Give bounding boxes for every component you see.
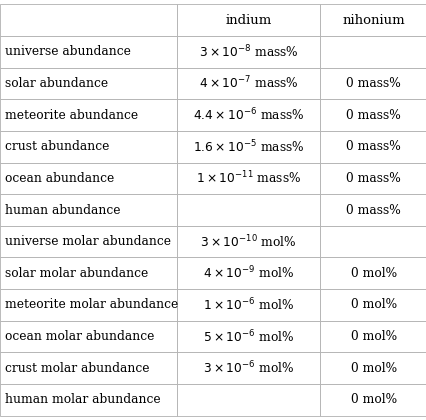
Text: $3\times10^{-10}$ mol%: $3\times10^{-10}$ mol% (200, 234, 296, 250)
Bar (177, 226, 320, 257)
Text: $4\times10^{-7}$ mass%: $4\times10^{-7}$ mass% (199, 75, 298, 92)
Text: 0 mass%: 0 mass% (345, 204, 400, 216)
Text: human molar abundance: human molar abundance (5, 394, 160, 407)
Bar (177, 131, 320, 163)
Text: $1\times10^{-11}$ mass%: $1\times10^{-11}$ mass% (196, 170, 301, 186)
Bar (320, 4, 426, 36)
Text: 0 mol%: 0 mol% (350, 299, 396, 312)
Bar (177, 384, 320, 416)
Bar (0, 163, 177, 194)
Bar (320, 194, 426, 226)
Text: 0 mass%: 0 mass% (345, 172, 400, 185)
Text: crust abundance: crust abundance (5, 140, 109, 153)
Text: $5\times10^{-6}$ mol%: $5\times10^{-6}$ mol% (203, 328, 294, 345)
Bar (177, 163, 320, 194)
Bar (320, 226, 426, 257)
Text: meteorite molar abundance: meteorite molar abundance (5, 299, 178, 312)
Bar (0, 321, 177, 352)
Bar (0, 352, 177, 384)
Bar (320, 99, 426, 131)
Bar (177, 289, 320, 321)
Bar (320, 321, 426, 352)
Text: meteorite abundance: meteorite abundance (5, 108, 138, 121)
Bar (0, 257, 177, 289)
Text: solar abundance: solar abundance (5, 77, 108, 90)
Bar (177, 99, 320, 131)
Bar (177, 4, 320, 36)
Text: $3\times10^{-8}$ mass%: $3\times10^{-8}$ mass% (199, 43, 298, 60)
Text: $1\times10^{-6}$ mol%: $1\times10^{-6}$ mol% (203, 297, 294, 313)
Bar (0, 131, 177, 163)
Text: universe abundance: universe abundance (5, 45, 131, 58)
Bar (177, 352, 320, 384)
Text: nihonium: nihonium (342, 13, 404, 26)
Bar (0, 99, 177, 131)
Text: indium: indium (225, 13, 271, 26)
Bar (320, 36, 426, 68)
Bar (320, 289, 426, 321)
Text: crust molar abundance: crust molar abundance (5, 362, 149, 375)
Bar (0, 194, 177, 226)
Bar (320, 163, 426, 194)
Bar (177, 194, 320, 226)
Bar (177, 36, 320, 68)
Text: $1.6\times10^{-5}$ mass%: $1.6\times10^{-5}$ mass% (193, 138, 304, 155)
Text: $3\times10^{-6}$ mol%: $3\times10^{-6}$ mol% (203, 360, 294, 377)
Bar (320, 68, 426, 99)
Text: 0 mol%: 0 mol% (350, 362, 396, 375)
Text: ocean abundance: ocean abundance (5, 172, 114, 185)
Bar (0, 226, 177, 257)
Text: 0 mol%: 0 mol% (350, 267, 396, 280)
Text: ocean molar abundance: ocean molar abundance (5, 330, 154, 343)
Text: 0 mol%: 0 mol% (350, 330, 396, 343)
Text: 0 mass%: 0 mass% (345, 108, 400, 121)
Text: 0 mass%: 0 mass% (345, 140, 400, 153)
Text: human abundance: human abundance (5, 204, 120, 216)
Bar (320, 384, 426, 416)
Bar (320, 257, 426, 289)
Bar (177, 321, 320, 352)
Bar (0, 68, 177, 99)
Text: universe molar abundance: universe molar abundance (5, 235, 171, 248)
Bar (0, 289, 177, 321)
Bar (0, 36, 177, 68)
Bar (177, 257, 320, 289)
Bar (320, 131, 426, 163)
Bar (177, 68, 320, 99)
Text: 0 mass%: 0 mass% (345, 77, 400, 90)
Text: solar molar abundance: solar molar abundance (5, 267, 148, 280)
Text: 0 mol%: 0 mol% (350, 394, 396, 407)
Bar (320, 352, 426, 384)
Bar (0, 384, 177, 416)
Text: $4\times10^{-9}$ mol%: $4\times10^{-9}$ mol% (203, 265, 294, 282)
Bar (0, 4, 177, 36)
Text: $4.4\times10^{-6}$ mass%: $4.4\times10^{-6}$ mass% (193, 107, 304, 123)
